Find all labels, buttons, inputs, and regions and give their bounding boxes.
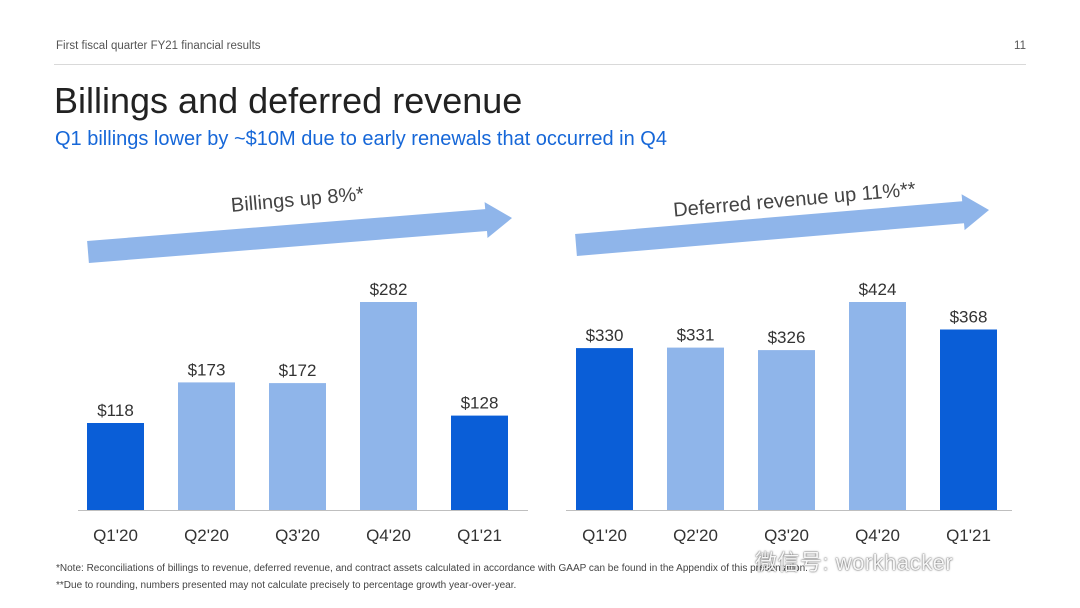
deferred-revenue-data-label: $326 (768, 328, 806, 347)
billings-tick-label: Q2'20 (184, 526, 229, 545)
billings-bar (360, 302, 417, 510)
deferred-revenue-tick-label: Q1'21 (946, 526, 991, 545)
billings-data-label: $172 (279, 361, 317, 380)
watermark: 微信号: workhacker (755, 550, 954, 575)
deferred-revenue-bar (576, 348, 633, 510)
page-title: Billings and deferred revenue (54, 80, 523, 121)
billings-tick-label: Q3'20 (275, 526, 320, 545)
deferred-revenue-data-label: $424 (859, 280, 897, 299)
deferred-revenue-data-label: $368 (950, 308, 988, 327)
billings-trend-arrow (87, 202, 512, 263)
deferred-revenue-tick-label: Q4'20 (855, 526, 900, 545)
billings-tick-label: Q1'20 (93, 526, 138, 545)
header-divider (54, 64, 1026, 65)
deferred-revenue-bar (758, 350, 815, 510)
footnotes: *Note: Reconciliations of billings to re… (56, 560, 808, 594)
billings-data-label: $118 (97, 401, 134, 420)
header-text: First fiscal quarter FY21 financial resu… (56, 40, 261, 52)
deferred-revenue-bar (667, 347, 724, 510)
billings-tick-label: Q1'21 (457, 526, 502, 545)
billings-bar (269, 383, 326, 510)
deferred-revenue-bar (940, 329, 997, 510)
deferred-revenue-data-label: $331 (677, 326, 715, 345)
deferred-revenue-tick-label: Q2'20 (673, 526, 718, 545)
footnote-1: *Note: Reconciliations of billings to re… (56, 563, 808, 574)
billings-bar (451, 415, 508, 510)
footnote-2: **Due to rounding, numbers presented may… (56, 580, 517, 591)
billings-data-label: $282 (370, 280, 408, 299)
deferred-revenue-tick-label: Q3'20 (764, 526, 809, 545)
deferred-revenue-data-label: $330 (586, 326, 624, 345)
page-number: 11 (1014, 40, 1026, 52)
deferred-revenue-bar (849, 302, 906, 510)
billings-data-label: $128 (461, 394, 499, 413)
billings-chart-title: Billings up 8%* (230, 183, 365, 217)
billings-data-label: $173 (188, 360, 226, 379)
deferred-revenue-tick-label: Q1'20 (582, 526, 627, 545)
billings-bar (178, 382, 235, 510)
billings-tick-label: Q4'20 (366, 526, 411, 545)
billings-bar (87, 423, 144, 510)
deferred-revenue-trend-arrow (575, 194, 989, 256)
page-subtitle: Q1 billings lower by ~$10M due to early … (55, 128, 667, 150)
